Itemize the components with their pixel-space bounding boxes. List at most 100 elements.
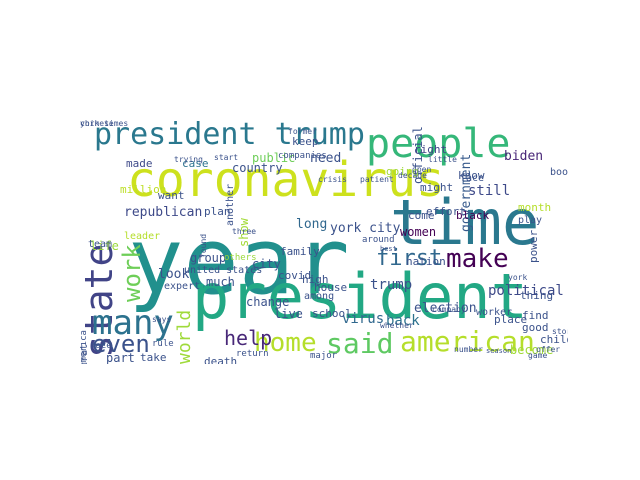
word-offer: offer (536, 345, 561, 354)
word-first: first (376, 246, 443, 271)
word-part: part (106, 351, 135, 364)
word-expert: expert (164, 281, 201, 292)
word-want: want (158, 189, 185, 202)
word-right: right (414, 143, 448, 156)
word-family: family (280, 245, 320, 258)
word-need: need (310, 151, 342, 166)
word-book: book (550, 167, 568, 178)
word-patient: patient (360, 175, 394, 184)
word-president: president (192, 260, 528, 333)
word-among: among (304, 291, 335, 302)
word-companies: companies (278, 151, 327, 161)
word-team: team (88, 239, 113, 250)
word-women: women (400, 225, 437, 239)
word-make: make (446, 244, 509, 274)
word-plan: plan (204, 205, 231, 218)
word-best: best (380, 245, 397, 253)
word-house: house (314, 281, 348, 294)
word-leader: leader (124, 231, 161, 242)
word-month: month (518, 201, 552, 214)
word-little: little (428, 155, 457, 164)
word-long: long (296, 217, 328, 232)
word-company: company (432, 305, 466, 314)
word-season: season (486, 347, 512, 355)
word-trump: trump (370, 277, 413, 293)
word-many: many (92, 303, 174, 343)
word-effort: effort (426, 205, 466, 218)
word-york-city: york city (330, 221, 401, 236)
word-biden: biden (504, 149, 544, 164)
word-life: life (90, 239, 119, 253)
word-story: story (552, 327, 568, 336)
word-nation: nation (406, 255, 446, 268)
word-political: political (488, 283, 564, 299)
word-back: back (386, 313, 420, 329)
word-power: power (527, 229, 540, 263)
word-city: city (252, 257, 281, 271)
word-place: place (494, 313, 528, 326)
word-race: race (90, 341, 112, 351)
word-thing: thing (520, 289, 554, 302)
word-time: time (390, 186, 540, 259)
word-going: going (386, 165, 420, 178)
word-said: said (326, 327, 394, 360)
word-game: game (528, 351, 548, 360)
word-whether: whether (380, 321, 414, 330)
word-high: high (302, 273, 329, 286)
word-cloud: year coronavirus president time president tr… (80, 120, 568, 364)
word-might: might (420, 181, 454, 194)
word-death: death (204, 355, 238, 364)
word-worker: worker (476, 307, 513, 318)
word-school: school (312, 307, 352, 320)
word-world: world (174, 309, 195, 364)
word-even: even (92, 330, 150, 358)
word-covid: covid (278, 269, 312, 282)
word-three: three (232, 227, 257, 236)
word-start: start (214, 153, 239, 162)
word-find: find (522, 309, 549, 322)
word-change: change (246, 295, 290, 309)
word-election: election (414, 301, 477, 316)
word-major: major (310, 351, 338, 361)
word-much: much (206, 275, 235, 289)
word-look: look (158, 267, 190, 282)
word-home: home (254, 328, 317, 358)
word-still: still (468, 183, 511, 199)
word-year: year (128, 208, 350, 315)
word-made: made (126, 157, 153, 170)
word-open: open (412, 165, 432, 174)
word-work: work (118, 243, 146, 302)
word-face: face (460, 173, 485, 184)
word-says: says (152, 315, 172, 324)
word-others: others (224, 253, 257, 263)
word-york: york (508, 273, 528, 282)
word-become: become (510, 343, 554, 357)
word-good: good (522, 321, 549, 334)
word-former: former (288, 127, 317, 136)
word-group: group (190, 251, 227, 265)
word-people: people (366, 121, 511, 167)
word-president-trump: president trump (94, 120, 365, 152)
word-crisis: crisis (318, 175, 347, 184)
word-take: take (140, 351, 167, 364)
word-case: case (182, 157, 209, 170)
word-chinese: chinese (80, 120, 114, 128)
word-rule: rule (152, 339, 174, 349)
word-found: found (199, 233, 208, 258)
word-republican: republican (124, 205, 203, 220)
word-black: black (456, 209, 490, 222)
word-decade: decade (398, 171, 427, 180)
word-american: american (400, 325, 535, 358)
word-help: help (224, 326, 273, 350)
word-coronavirus: coronavirus (127, 152, 445, 208)
word-united-states: united states (184, 265, 263, 276)
word-country: country (232, 161, 283, 175)
word-million: million (120, 183, 167, 196)
word-live: live (274, 307, 303, 321)
word-know: know (458, 169, 485, 182)
word-keep: keep (292, 135, 319, 148)
word-public: public (252, 151, 296, 165)
word-children: children (540, 333, 568, 346)
word-around: around (362, 235, 395, 245)
word-return: return (236, 349, 269, 359)
